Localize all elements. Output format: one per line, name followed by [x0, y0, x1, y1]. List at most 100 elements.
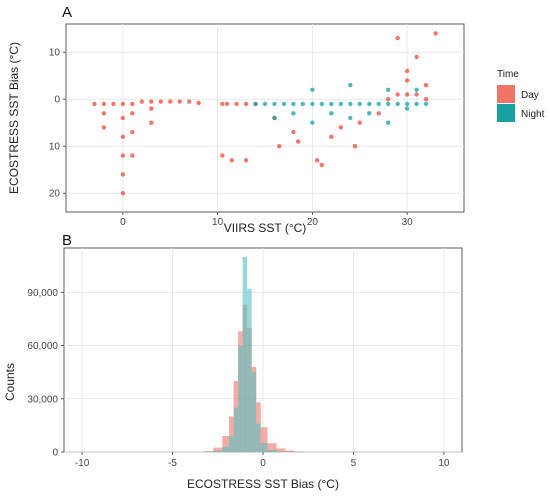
panel-a-point-night: [357, 101, 362, 107]
panel-b-y-tick-label: 0: [52, 448, 58, 459]
panel-a-point-night: [310, 120, 315, 125]
panel-b-grid: [64, 248, 462, 453]
panel-b-y-tick-label: 90,000: [27, 288, 58, 299]
panel-b-label: B: [62, 232, 72, 249]
panel-a-point-day: [177, 99, 182, 104]
panel-a-point-night: [423, 101, 429, 107]
panel-a-point-day: [139, 99, 145, 104]
panel-a-point-day: [423, 97, 429, 102]
panel-b-x-tick-label: -5: [168, 458, 177, 469]
panel-a-point-night: [262, 101, 268, 107]
panel-a-point-day: [120, 134, 126, 139]
panel-a-point-day: [395, 35, 400, 41]
panel-a-point-day: [314, 158, 320, 163]
panel-b-bar-day: [222, 436, 230, 452]
panel-a-point-day: [404, 92, 410, 97]
panel-b-bar-night: [222, 446, 230, 452]
panel-a-point-night: [291, 101, 296, 107]
panel-a-point-night: [414, 101, 419, 107]
panel-b-bar-day: [204, 451, 214, 452]
panel-a-point-day: [120, 172, 126, 177]
panel-a-point-day: [149, 99, 154, 104]
panel-b-y-axis-title: Counts: [3, 363, 17, 401]
panel-a-y-tick-label: 10: [49, 142, 61, 153]
panel-b-y-tick-label: 30,000: [27, 394, 58, 405]
panel-a-point-day: [319, 162, 325, 168]
panel-a-point-day: [404, 68, 410, 74]
panel-a-point-day: [120, 115, 126, 121]
panel-a-label: A: [62, 4, 72, 21]
panel-b-x-tick-label: 5: [351, 458, 357, 469]
panel-a-point-day: [433, 31, 438, 36]
panel-a-point-night: [385, 120, 391, 125]
panel-b-bar-night: [251, 372, 257, 452]
panel-a-point-day: [352, 144, 358, 149]
panel-a-point-night: [348, 82, 353, 88]
panel-a-point-day: [120, 101, 126, 107]
panel-a-point-night: [367, 101, 372, 107]
panel-b-bar-day: [276, 448, 286, 452]
panel-a-point-night: [404, 106, 410, 111]
panel-a-point-day: [357, 120, 362, 125]
panel-b-y-tick-label: 60,000: [27, 341, 58, 352]
panel-a-point-day: [220, 153, 225, 158]
panel-a-point-day: [120, 153, 126, 158]
panel-b-x-tick-label: -10: [75, 458, 90, 469]
panel-a-point-day: [224, 101, 230, 107]
panel-b-bar-night: [260, 443, 268, 452]
legend-night-label: Night: [521, 109, 545, 120]
panel-b-bar-night: [233, 407, 239, 452]
panel-a-point-night: [310, 87, 315, 93]
panel-a-point-day: [423, 82, 429, 88]
panel-a-points: [92, 31, 438, 196]
panel-b-chart: -10 -5 0 5 10 0 30,000 60,000 90,000 ECOSTRESS S…: [3, 247, 463, 491]
panel-a-point-day: [376, 111, 381, 116]
panel-b-bar-night: [256, 423, 261, 452]
panel-a-point-night: [385, 87, 391, 93]
panel-a-point-day: [120, 191, 126, 196]
panel-b-bar-night: [238, 345, 243, 452]
panel-a-point-day: [385, 97, 391, 102]
panel-a-point-day: [158, 99, 163, 104]
panel-a-point-day: [395, 92, 400, 97]
panel-a-point-day: [295, 139, 301, 144]
panel-a-point-day: [243, 158, 249, 163]
panel-b-bar-night: [229, 436, 234, 452]
panel-a-point-night: [385, 101, 391, 107]
panel-a-y-axis-title: ECOSTRESS SST Bias (°C): [7, 42, 21, 194]
panel-a-point-night: [348, 101, 353, 107]
panel-a-point-night: [253, 101, 258, 107]
panel-a-point-day: [338, 125, 344, 130]
panel-a-point-day: [229, 158, 235, 163]
panel-a-point-day: [243, 101, 249, 107]
panel-b-x-tick-label: 10: [438, 458, 450, 469]
legend-night-swatch: [497, 104, 515, 122]
panel-a-y-tick-label: 0: [54, 95, 60, 106]
legend-day-label: Day: [521, 90, 539, 101]
panel-a-point-day: [149, 106, 154, 111]
panel-b-bar-day: [229, 416, 234, 452]
panel-b-bar-day: [267, 443, 277, 452]
panel-a-point-night: [329, 111, 334, 116]
panel-a-point-day: [130, 101, 135, 107]
panel-a-point-night: [367, 111, 372, 116]
panel-a-point-night: [319, 101, 325, 107]
panel-a-point-day: [186, 99, 192, 104]
panel-a-point-night: [272, 101, 277, 107]
panel-b-bar-night: [267, 449, 277, 452]
panel-a-point-night: [291, 111, 296, 116]
panel-a-y-tick-label: 10: [49, 48, 61, 59]
panel-a-x-tick-label: 20: [307, 217, 319, 228]
panel-a-point-day: [277, 144, 282, 149]
panel-a-point-night: [329, 101, 334, 107]
panel-b-bars: [204, 256, 304, 452]
panel-a-point-night: [310, 101, 315, 107]
panel-a-x-tick-label: 10: [212, 217, 224, 228]
legend-day-swatch: [497, 85, 515, 103]
panel-b-bar-day: [285, 450, 295, 452]
panel-a-point-day: [220, 101, 225, 107]
panel-a-point-day: [101, 111, 107, 116]
panel-b-bar-night: [276, 451, 286, 452]
panel-a-point-day: [92, 101, 97, 107]
